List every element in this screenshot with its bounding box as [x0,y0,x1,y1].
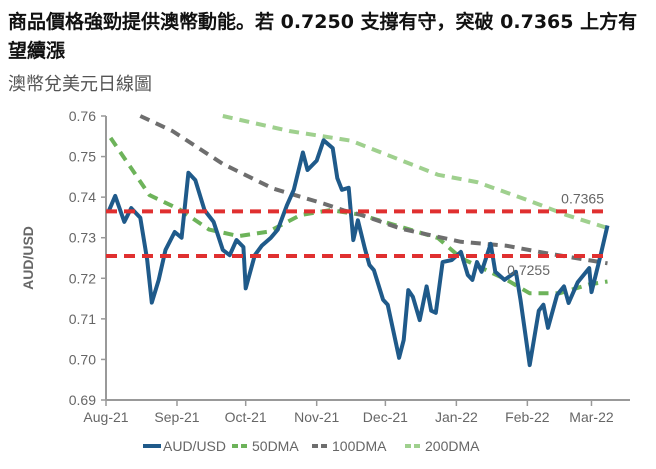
y-tick-label: 0.69 [69,392,96,408]
chart-title: 澳幣兌美元日線圖 [8,74,152,95]
x-tick-label: Jan-22 [435,409,478,425]
series-line-100dma [139,114,608,266]
y-axis-label: AUD/USD [20,226,36,290]
x-tick-label: Aug-21 [83,409,128,425]
legend-label: 50DMA [252,438,299,454]
x-tick-label: Nov-21 [294,409,339,425]
legend-label: 100DMA [332,438,387,454]
x-tick-label: Dec-21 [363,409,408,425]
x-tick-label: Oct-21 [225,409,267,425]
legend-label: AUD/USD [163,438,226,454]
y-tick-label: 0.70 [69,351,96,367]
y-tick-label: 0.73 [69,230,96,246]
x-tick-label: Sep-21 [154,409,199,425]
x-tick-label: Mar-22 [569,409,614,425]
legend-label: 200DMA [425,438,480,454]
series-line-200dma [222,114,609,230]
y-tick-label: 0.71 [69,311,96,327]
y-tick-label: 0.75 [69,149,96,165]
y-tick-label: 0.76 [69,108,96,124]
headline: 商品價格強勁提供澳幣動能。若 0.7250 支撐有守，突破 0.7365 上方有… [8,11,638,62]
hline-label: 0.7365 [561,190,604,206]
x-tick-label: Feb-22 [505,409,550,425]
hline-label: 0.7255 [507,262,550,278]
series-line-aud-usd [106,138,610,368]
y-tick-label: 0.72 [69,270,96,286]
y-tick-label: 0.74 [69,189,96,205]
